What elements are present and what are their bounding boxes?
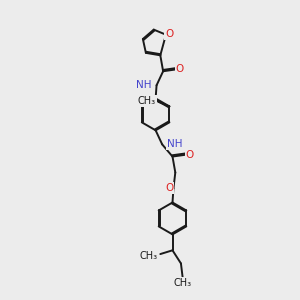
Text: CH₃: CH₃: [138, 96, 156, 106]
Text: O: O: [176, 64, 184, 74]
Text: CH₃: CH₃: [140, 251, 158, 261]
Text: CH₃: CH₃: [174, 278, 192, 288]
Text: O: O: [165, 183, 173, 194]
Text: O: O: [186, 150, 194, 160]
Text: NH: NH: [136, 80, 152, 90]
Text: O: O: [165, 29, 173, 39]
Text: NH: NH: [167, 139, 183, 149]
